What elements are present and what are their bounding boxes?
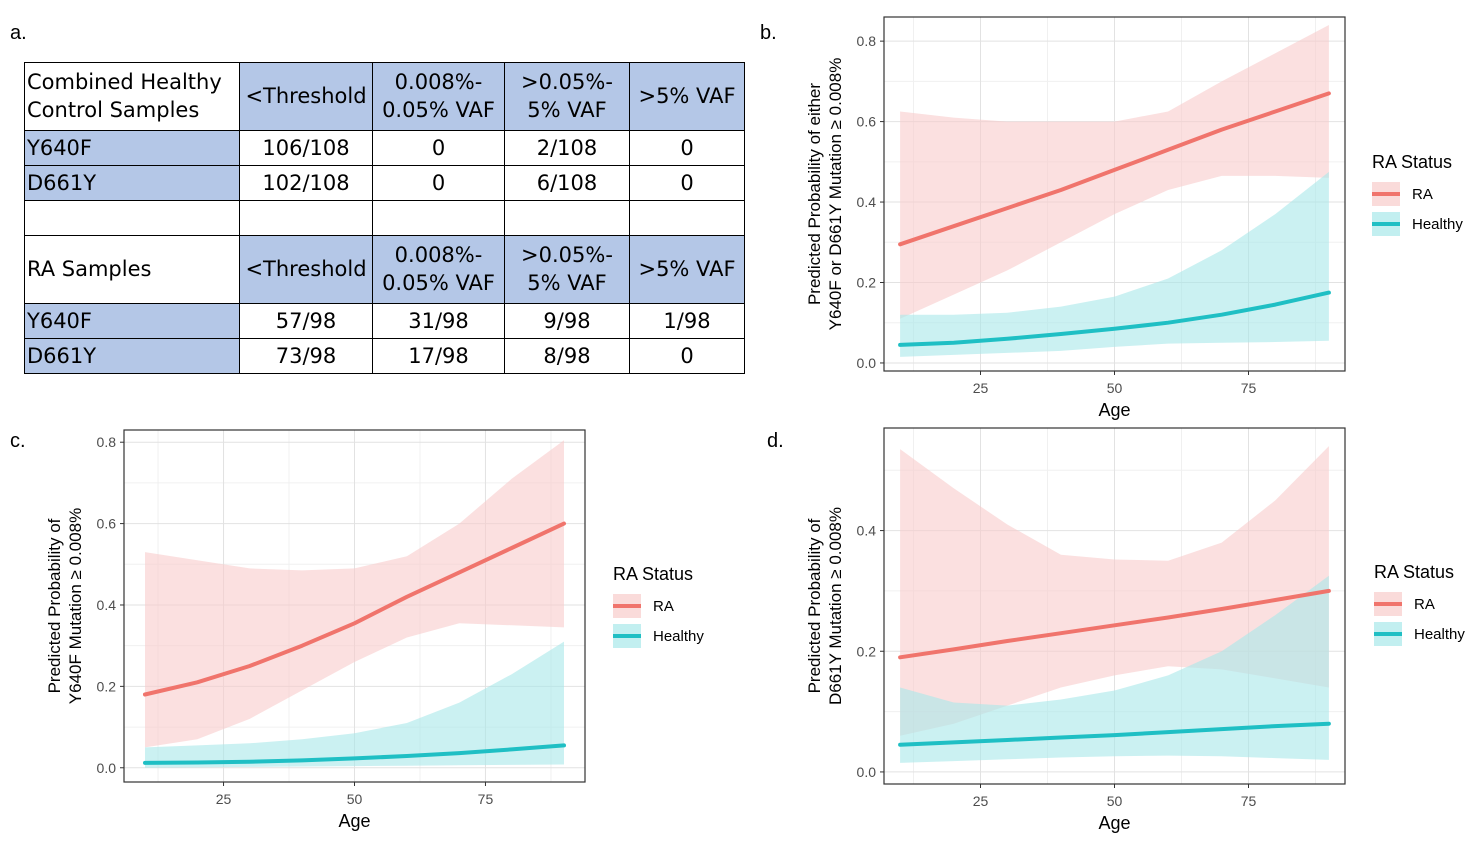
confidence-band-healthy xyxy=(900,575,1329,763)
row-label: Y640F xyxy=(24,130,240,166)
panel-label-b: b. xyxy=(760,22,777,44)
row-label: D661Y xyxy=(24,338,240,374)
table-row: D661Y 102/108 0 6/108 0 xyxy=(24,165,745,201)
table-row: D661Y 73/98 17/98 8/98 0 xyxy=(24,338,745,374)
y-tick-label: 0.4 xyxy=(857,194,877,210)
y-axis-title: Y640F or D661Y Mutation ≥ 0.008% xyxy=(826,58,845,331)
legend-label-healthy: Healthy xyxy=(653,628,704,645)
y-tick-label: 0.2 xyxy=(857,275,877,291)
x-axis-title: Age xyxy=(338,811,370,831)
legend-label-ra: RA xyxy=(1414,596,1435,613)
header-cell: >0.05%- 5% VAF xyxy=(504,62,630,131)
x-tick-label: 75 xyxy=(478,791,494,807)
legend-label-healthy: Healthy xyxy=(1414,626,1465,643)
table-cell: 0 xyxy=(372,165,505,201)
y-axis-title: Predicted Probability of xyxy=(805,518,824,693)
header-cell: <Threshold xyxy=(239,235,373,304)
legend-label-ra: RA xyxy=(653,598,674,615)
y-axis-title: D661Y Mutation ≥ 0.008% xyxy=(826,507,845,705)
header-cell: 0.008%- 0.05% VAF xyxy=(372,235,505,304)
confidence-band-ra xyxy=(145,440,564,748)
table-cell: 57/98 xyxy=(239,303,373,339)
table-cell: 31/98 xyxy=(372,303,505,339)
legend-label-healthy: Healthy xyxy=(1412,216,1463,233)
blank-cell xyxy=(239,200,373,236)
table-spacer-row xyxy=(24,200,745,236)
y-tick-label: 0.0 xyxy=(857,764,877,780)
x-tick-label: 25 xyxy=(216,791,232,807)
y-tick-label: 0.2 xyxy=(97,678,117,694)
healthy-group-title: Combined Healthy Control Samples xyxy=(24,62,240,131)
table-header-row: Combined Healthy Control Samples <Thresh… xyxy=(24,62,745,131)
table-cell: 106/108 xyxy=(239,130,373,166)
x-tick-label: 75 xyxy=(1241,380,1257,396)
table-cell: 102/108 xyxy=(239,165,373,201)
chart-c: 25 50 75 0.0 0.2 0.4 0.6 0.8 Age Predicted Probab… xyxy=(45,429,704,831)
legend-title: RA Status xyxy=(1372,152,1452,172)
table-cell: 0 xyxy=(629,130,745,166)
legend-label-ra: RA xyxy=(1412,186,1433,203)
series-line-ra xyxy=(898,588,1331,660)
table-row: Y640F 106/108 0 2/108 0 xyxy=(24,130,745,166)
series-line-healthy xyxy=(898,290,1331,347)
x-tick-label: 50 xyxy=(1107,380,1123,396)
header-cell: >5% VAF xyxy=(629,235,745,304)
series-line-healthy xyxy=(898,721,1331,747)
y-tick-label: 0.0 xyxy=(857,355,877,371)
y-tick-label: 0.8 xyxy=(857,33,877,49)
y-axis-title: Y640F Mutation ≥ 0.008% xyxy=(66,508,85,704)
table-cell: 0 xyxy=(629,338,745,374)
table-cell: 8/98 xyxy=(504,338,630,374)
table-cell: 2/108 xyxy=(504,130,630,166)
row-label: D661Y xyxy=(24,165,240,201)
x-tick-label: 50 xyxy=(347,791,363,807)
y-tick-label: 0.8 xyxy=(97,434,117,450)
x-tick-label: 25 xyxy=(973,793,989,809)
confidence-band-healthy xyxy=(145,641,564,768)
vaf-table: Combined Healthy Control Samples <Thresh… xyxy=(24,62,745,374)
y-tick-label: 0.4 xyxy=(857,523,877,539)
table-cell: 73/98 xyxy=(239,338,373,374)
y-axis-title: Predicted Probability of either xyxy=(805,83,824,305)
chart-d: 25 50 75 0.0 0.2 0.4 Age Predicted Probability … xyxy=(805,427,1465,833)
table-cell: 17/98 xyxy=(372,338,505,374)
x-axis-title: Age xyxy=(1098,813,1130,833)
blank-cell xyxy=(372,200,505,236)
series-line-healthy xyxy=(143,743,566,765)
table-cell: 0 xyxy=(372,130,505,166)
table-row: Y640F 57/98 31/98 9/98 1/98 xyxy=(24,303,745,339)
chart-b: 25 50 75 0.0 0.2 0.4 0.6 0.8 Age Predicted Probab… xyxy=(805,16,1463,420)
header-cell: 0.008%- 0.05% VAF xyxy=(372,62,505,131)
blank-cell xyxy=(504,200,630,236)
x-tick-label: 75 xyxy=(1241,793,1257,809)
y-axis-title: Predicted Probability of xyxy=(45,518,64,693)
table-cell: 6/108 xyxy=(504,165,630,201)
series-line-ra xyxy=(143,521,566,697)
legend-title: RA Status xyxy=(613,564,693,584)
legend-title: RA Status xyxy=(1374,562,1454,582)
blank-cell xyxy=(24,200,240,236)
header-cell: >0.05%- 5% VAF xyxy=(504,235,630,304)
header-cell: <Threshold xyxy=(239,62,373,131)
x-tick-label: 25 xyxy=(973,380,989,396)
header-cell: >5% VAF xyxy=(629,62,745,131)
y-tick-label: 0.0 xyxy=(97,760,117,776)
panel-label-a: a. xyxy=(10,22,27,44)
x-axis-title: Age xyxy=(1098,400,1130,420)
table-header-row: RA Samples <Threshold 0.008%- 0.05% VAF … xyxy=(24,235,745,304)
table-cell: 1/98 xyxy=(629,303,745,339)
x-tick-label: 50 xyxy=(1107,793,1123,809)
y-tick-label: 0.4 xyxy=(97,597,117,613)
panel-label-c: c. xyxy=(10,430,26,452)
y-tick-label: 0.6 xyxy=(97,516,117,532)
table-cell: 0 xyxy=(629,165,745,201)
confidence-band-healthy xyxy=(900,171,1329,357)
panel-label-d: d. xyxy=(767,430,784,452)
y-tick-label: 0.2 xyxy=(857,643,877,659)
y-tick-label: 0.6 xyxy=(857,114,877,130)
series-line-ra xyxy=(898,91,1331,247)
